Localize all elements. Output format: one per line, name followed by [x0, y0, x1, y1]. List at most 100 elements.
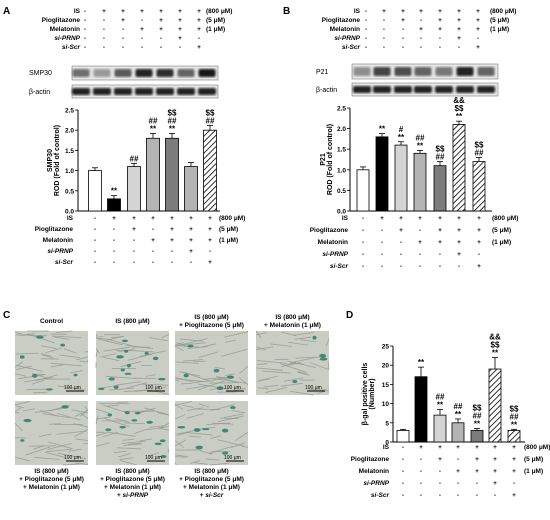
condition-mark: - [152, 259, 154, 266]
condition-mark: + [132, 226, 136, 233]
y-tick-label: 0.0 [65, 209, 74, 216]
cell-fiber [95, 334, 99, 337]
beta-gal-stain [19, 355, 25, 359]
condition-note: (1 μM) [492, 239, 511, 246]
condition-label: Melatonin [318, 239, 348, 246]
condition-label: Melatonin [50, 26, 80, 33]
blot-label-smp30: SMP30 [29, 70, 52, 77]
cell-fiber [14, 331, 22, 335]
significance-mark: $$ [491, 341, 500, 350]
micrograph-label: IS (800 μM) [34, 468, 68, 475]
condition-mark: - [420, 480, 422, 487]
blot-label-p21: P21 [316, 69, 329, 76]
condition-mark: - [476, 492, 478, 499]
micrograph-label: + Melatonin (1 μM) [264, 322, 321, 329]
condition-mark: - [420, 492, 422, 499]
cell-fiber [46, 448, 72, 453]
cell-fiber [105, 375, 137, 379]
cell-fiber [257, 375, 278, 382]
scale-bar-label: 100 μm [224, 455, 241, 461]
condition-mark: + [170, 215, 174, 222]
cell-fiber [51, 335, 82, 339]
condition-mark: + [208, 215, 212, 222]
condition-mark: + [399, 227, 403, 234]
cell-fiber [174, 345, 184, 352]
condition-mark: - [383, 44, 385, 51]
condition-mark: + [159, 8, 163, 15]
condition-mark: - [103, 44, 105, 51]
condition-mark: - [494, 492, 496, 499]
condition-label: IS [354, 8, 361, 15]
condition-mark: + [178, 26, 182, 33]
condition-mark: - [439, 492, 441, 499]
cell-fiber [123, 443, 143, 447]
bar [88, 170, 102, 212]
micrograph-label: IS (800 μM) [194, 468, 228, 475]
cell-fiber [287, 360, 316, 369]
condition-mark: - [402, 492, 404, 499]
cell-fiber [280, 382, 303, 387]
micrograph-label: + Melatonin (1 μM) [23, 484, 80, 491]
cell-fiber [33, 391, 48, 394]
cell-fiber [147, 426, 170, 431]
condition-mark: - [419, 251, 421, 258]
cell-fiber [221, 348, 248, 357]
bar [452, 124, 466, 212]
condition-label: si-PRNP [47, 248, 73, 255]
micrograph-label: IS (800 μM) [115, 468, 149, 475]
condition-mark: + [476, 44, 480, 51]
condition-mark: - [133, 248, 135, 255]
condition-mark: + [457, 8, 461, 15]
beta-gal-stain [113, 385, 119, 389]
cell-fiber [106, 335, 123, 341]
cell-fiber [106, 431, 136, 437]
condition-mark: + [418, 215, 422, 222]
micrograph: 100 μm [174, 331, 249, 395]
blot-label-actin: β-actin [29, 89, 50, 96]
cell-fiber [39, 433, 52, 437]
blot-band [353, 67, 371, 76]
cell-fiber [95, 336, 104, 338]
condition-label: IS [342, 215, 349, 222]
y-axis-label: SMP30 [47, 149, 54, 172]
condition-mark: - [171, 259, 173, 266]
y-tick-label: 2.0 [337, 126, 346, 133]
condition-mark: + [197, 17, 201, 24]
condition-mark: - [458, 263, 460, 270]
condition-mark: - [439, 480, 441, 487]
bar [203, 129, 217, 212]
condition-mark: - [402, 480, 404, 487]
bar [451, 422, 465, 443]
condition-mark: - [365, 26, 367, 33]
micrograph-label: Control [40, 318, 63, 325]
cell-fiber [182, 404, 194, 408]
bar [146, 137, 160, 212]
beta-gal-stain [108, 377, 115, 381]
y-tick-label: 0.5 [337, 188, 346, 195]
condition-mark: - [152, 248, 154, 255]
cell-fiber [134, 389, 147, 392]
significance-mark: ** [511, 420, 518, 429]
significance-mark: && [489, 333, 501, 342]
cell-fiber [14, 401, 31, 406]
condition-mark: - [400, 239, 402, 246]
cell-fiber [15, 365, 33, 371]
cell-fiber [183, 359, 203, 362]
cell-fiber [174, 379, 180, 382]
cell-fiber [68, 448, 82, 452]
cell-fiber [75, 438, 89, 441]
cell-fiber [208, 445, 233, 455]
scale-bar-label: 100 μm [224, 385, 241, 391]
cell-fiber [145, 374, 156, 377]
blot-band [93, 88, 111, 95]
condition-mark: + [438, 17, 442, 24]
cell-fiber [293, 332, 314, 336]
cell-fiber [174, 454, 188, 458]
y-tick-label: 5 [385, 420, 389, 427]
cell-fiber [231, 410, 246, 414]
beta-gal-stain [116, 355, 124, 359]
condition-mark: - [383, 17, 385, 24]
condition-mark: - [420, 44, 422, 51]
condition-label: Melatonin [359, 468, 389, 475]
